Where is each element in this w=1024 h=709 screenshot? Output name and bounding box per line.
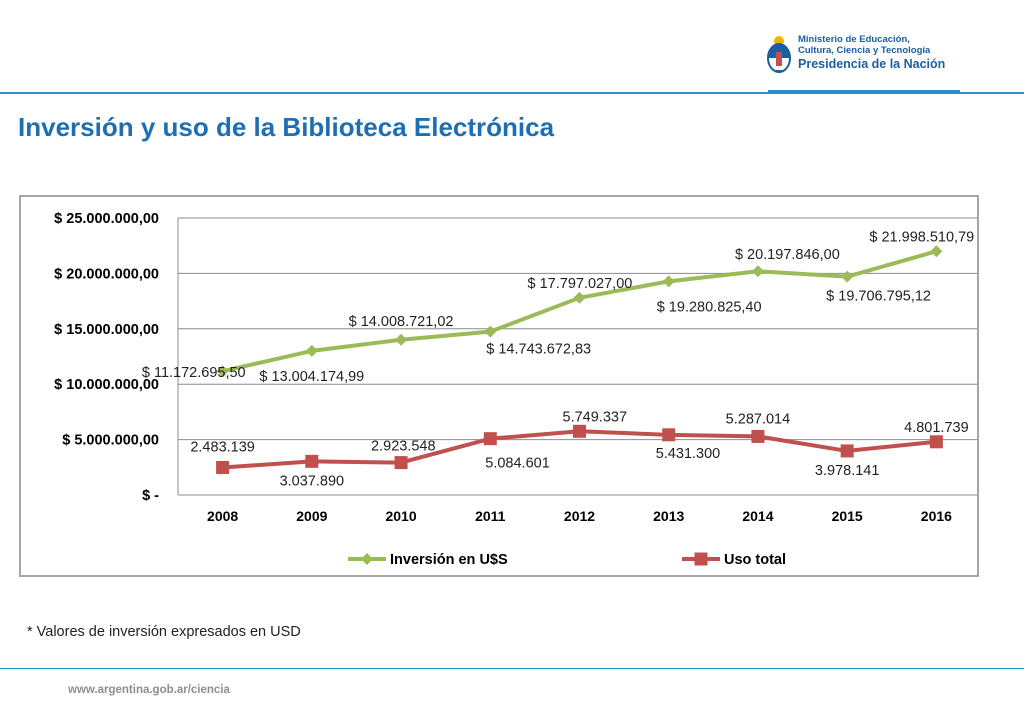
- x-tick-label: 2012: [564, 508, 595, 524]
- data-point-marker: [751, 265, 764, 278]
- data-label: 5.084.601: [485, 456, 550, 472]
- slide-title: Inversión y uso de la Biblioteca Electró…: [18, 112, 555, 142]
- data-point-marker: [840, 444, 854, 458]
- data-label: $ 14.743.672,83: [486, 342, 591, 358]
- data-label: 2.483.139: [190, 439, 255, 455]
- data-label: 5.749.337: [563, 409, 628, 425]
- data-point-marker: [394, 456, 408, 470]
- data-label: 4.801.739: [904, 420, 969, 436]
- y-tick-label: $ 10.000.000,00: [54, 377, 159, 393]
- legend-label: Uso total: [724, 552, 786, 568]
- data-point-marker: [216, 365, 229, 378]
- data-label: $ 19.706.795,12: [826, 289, 931, 305]
- x-tick-label: 2010: [385, 508, 416, 524]
- data-label: 5.431.300: [656, 446, 721, 462]
- data-label: 2.923.548: [371, 439, 436, 455]
- x-tick-label: 2011: [475, 508, 506, 524]
- footer-url[interactable]: www.argentina.gob.ar/ciencia: [68, 684, 230, 696]
- data-point-marker: [751, 429, 765, 443]
- data-point-marker: [662, 428, 676, 442]
- legend-marker: [694, 552, 708, 566]
- data-point-marker: [484, 325, 497, 338]
- data-label: $ 14.008.721,02: [349, 314, 454, 330]
- header-divider: [0, 92, 1024, 94]
- x-tick-label: 2014: [742, 508, 773, 524]
- data-label: 3.037.890: [280, 473, 345, 489]
- y-tick-label: $ 25.000.000,00: [54, 211, 159, 227]
- data-point-marker: [483, 432, 497, 446]
- data-label: $ 11.172.695,50: [142, 365, 246, 381]
- data-label: 3.978.141: [815, 463, 880, 479]
- logo-line-culture: Cultura, Ciencia y Tecnología: [798, 45, 931, 56]
- data-point-marker: [573, 291, 586, 304]
- coat-of-arms-icon: [767, 36, 791, 73]
- line-chart: $ - $ 5.000.000,00 $ 10.000.000,00 $ 15.000…: [54, 211, 977, 568]
- logo-line-presidency: Presidencia de la Nación: [798, 57, 946, 71]
- data-label: $ 20.197.846,00: [735, 247, 840, 263]
- logo-underline: [768, 90, 960, 92]
- data-point-marker: [395, 333, 408, 346]
- data-label: $ 21.998.510,79: [869, 229, 974, 245]
- x-tick-label: 2008: [207, 508, 238, 524]
- y-tick-label: $ -: [142, 488, 159, 504]
- legend-marker: [361, 553, 373, 565]
- chart-frame: $ - $ 5.000.000,00 $ 10.000.000,00 $ 15.000…: [19, 195, 979, 577]
- data-point-marker: [216, 460, 230, 474]
- data-point-marker: [930, 245, 943, 258]
- data-point-marker: [929, 435, 943, 449]
- data-point-marker: [841, 270, 854, 283]
- legend-label: Inversión en U$S: [390, 552, 508, 568]
- x-tick-label: 2015: [832, 508, 863, 524]
- logo-line-ministry: Ministerio de Educación,: [798, 34, 910, 45]
- footnote: * Valores de inversión expresados en USD: [27, 624, 301, 640]
- data-point-marker: [305, 344, 318, 357]
- ministry-logo: Ministerio de Educación, Cultura, Cienci…: [766, 34, 976, 74]
- data-label: $ 19.280.825,40: [657, 299, 762, 315]
- data-label: $ 13.004.174,99: [259, 369, 364, 385]
- y-tick-label: $ 20.000.000,00: [54, 266, 159, 282]
- data-label: $ 17.797.027,00: [528, 276, 633, 292]
- data-label: 5.287.014: [726, 411, 791, 427]
- x-tick-label: 2009: [296, 508, 327, 524]
- y-tick-label: $ 15.000.000,00: [54, 322, 159, 338]
- y-tick-label: $ 5.000.000,00: [62, 433, 159, 449]
- footer-divider: [0, 668, 1024, 669]
- data-point-marker: [305, 454, 319, 468]
- x-tick-label: 2013: [653, 508, 684, 524]
- data-point-marker: [662, 275, 675, 288]
- x-tick-label: 2016: [921, 508, 952, 524]
- data-point-marker: [573, 424, 586, 438]
